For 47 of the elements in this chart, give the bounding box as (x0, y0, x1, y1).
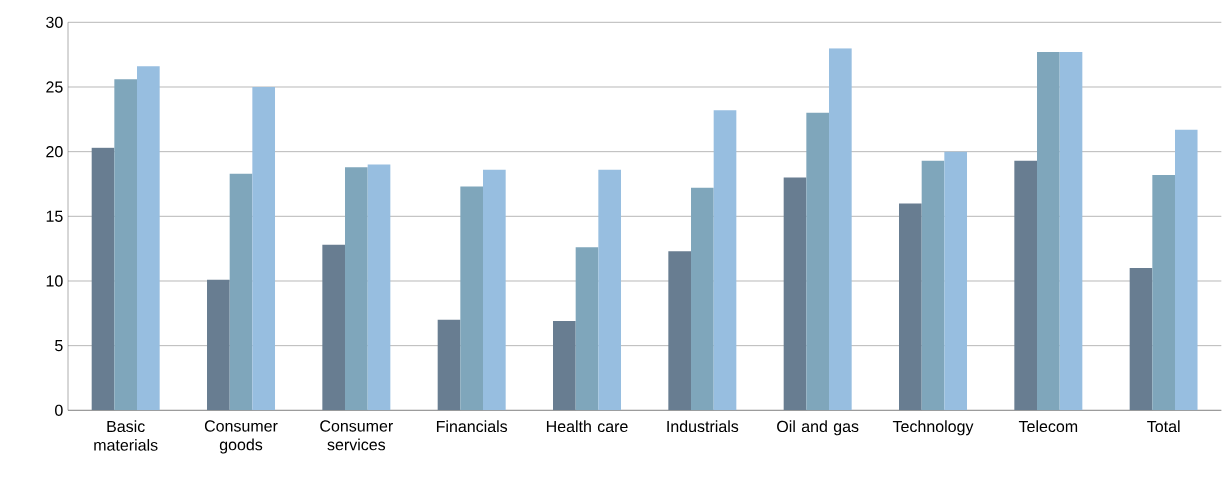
y-tick-label: 20 (46, 146, 63, 158)
bar (899, 203, 922, 411)
bar (207, 279, 230, 411)
x-tick-label: Total (1147, 420, 1180, 433)
bar (575, 247, 599, 411)
bar (668, 251, 692, 411)
x-tick-label: Oil and gas (777, 420, 859, 436)
x-tick-label: Consumer goods (204, 420, 278, 454)
y-tick-label: 10 (46, 275, 63, 287)
x-tick-label: Industrials (667, 420, 739, 433)
x-tick-label: Health care (546, 420, 628, 433)
bar (322, 244, 346, 411)
bar (553, 321, 576, 411)
bar (252, 86, 276, 411)
bar (1175, 129, 1198, 411)
bar (806, 112, 830, 411)
bar (483, 169, 506, 411)
x-tick-label: Telecom (1018, 420, 1078, 433)
y-tick-label: 25 (46, 81, 63, 93)
y-tick-label: 5 (55, 340, 63, 352)
y-tick-label: 0 (55, 404, 63, 416)
x-tick-label: Technology (892, 420, 974, 436)
bar (598, 169, 622, 411)
bar (921, 160, 945, 411)
bar (1037, 52, 1060, 411)
bar (367, 164, 391, 411)
bar (437, 319, 461, 411)
bar (345, 167, 368, 411)
bar (713, 110, 737, 411)
x-tick-label: Consumer services (320, 420, 393, 451)
bar (114, 79, 138, 411)
y-tick-label: 15 (46, 210, 63, 222)
y-tick-label: 30 (46, 16, 63, 28)
bar (137, 66, 160, 411)
bar (91, 147, 115, 411)
bar (229, 173, 253, 411)
x-tick-label: Basic materials (94, 420, 158, 451)
bar (1129, 268, 1153, 411)
bar (829, 48, 852, 411)
x-tick-label: Financials (436, 420, 508, 433)
bar (691, 187, 714, 411)
bar (783, 177, 807, 411)
bar (460, 186, 484, 411)
bar (1014, 160, 1038, 411)
bar (1059, 52, 1083, 411)
bar (944, 151, 968, 411)
bar (1152, 174, 1175, 411)
